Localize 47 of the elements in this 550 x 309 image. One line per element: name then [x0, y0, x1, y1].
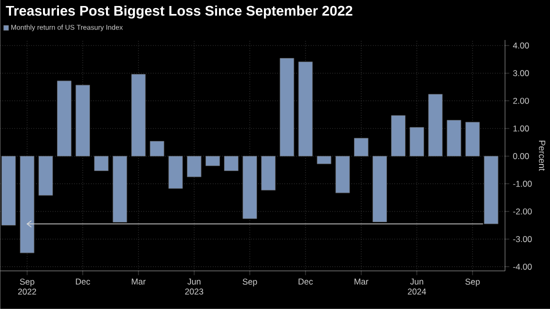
- bar: [280, 58, 294, 156]
- x-tick-label: Dec: [76, 278, 90, 285]
- x-tick-label: Mar: [132, 278, 146, 285]
- bar: [298, 62, 313, 156]
- x-tick-label: Sep: [465, 278, 480, 286]
- bar: [76, 84, 90, 156]
- y-tick-label: 3.00: [513, 70, 529, 76]
- y-tick-label: -1.00: [513, 180, 532, 187]
- bar: [316, 156, 332, 164]
- bar: [1, 156, 16, 226]
- bar: [206, 156, 220, 166]
- bar: [20, 156, 34, 254]
- bar: [150, 141, 164, 156]
- x-tick-label: Sep: [242, 278, 258, 286]
- y-tick-label: -2.00: [513, 208, 532, 214]
- bar: [168, 156, 183, 189]
- y-tick-label: 1.00: [513, 126, 529, 132]
- bar: [186, 156, 202, 178]
- bar: [112, 156, 128, 222]
- y-tick-label: 4.00: [512, 42, 529, 49]
- bar: [224, 156, 238, 172]
- bar: [94, 156, 109, 172]
- x-tick-label: Dec: [298, 278, 313, 285]
- x-tick-label: Mar: [354, 278, 368, 285]
- y-tick-label: 0.00: [513, 153, 529, 160]
- bar: [335, 156, 350, 194]
- y-tick-label: 2.00: [513, 98, 529, 104]
- bar: [38, 156, 53, 196]
- bar: [410, 127, 424, 156]
- bar: [446, 120, 462, 156]
- x-tick-label: Sep 2022: [18, 278, 36, 295]
- bar: [242, 156, 257, 219]
- bar: [484, 156, 498, 224]
- bar: [465, 122, 480, 156]
- y-axis-title: Percent: [538, 140, 546, 171]
- bar: [372, 156, 387, 222]
- bar: [391, 115, 406, 156]
- bar: [131, 74, 146, 156]
- chart-title: Treasuries Post Biggest Loss Since September 2022: [6, 6, 352, 19]
- x-tick-label: Jun 2023: [185, 278, 204, 295]
- bar: [57, 80, 72, 156]
- bar: [261, 156, 276, 190]
- x-tick-label: Jun 2024: [408, 278, 426, 295]
- y-tick-label: -4.00: [513, 264, 532, 270]
- bar: [354, 138, 368, 156]
- bar: [428, 94, 443, 156]
- y-tick-label: -3.00: [513, 236, 532, 242]
